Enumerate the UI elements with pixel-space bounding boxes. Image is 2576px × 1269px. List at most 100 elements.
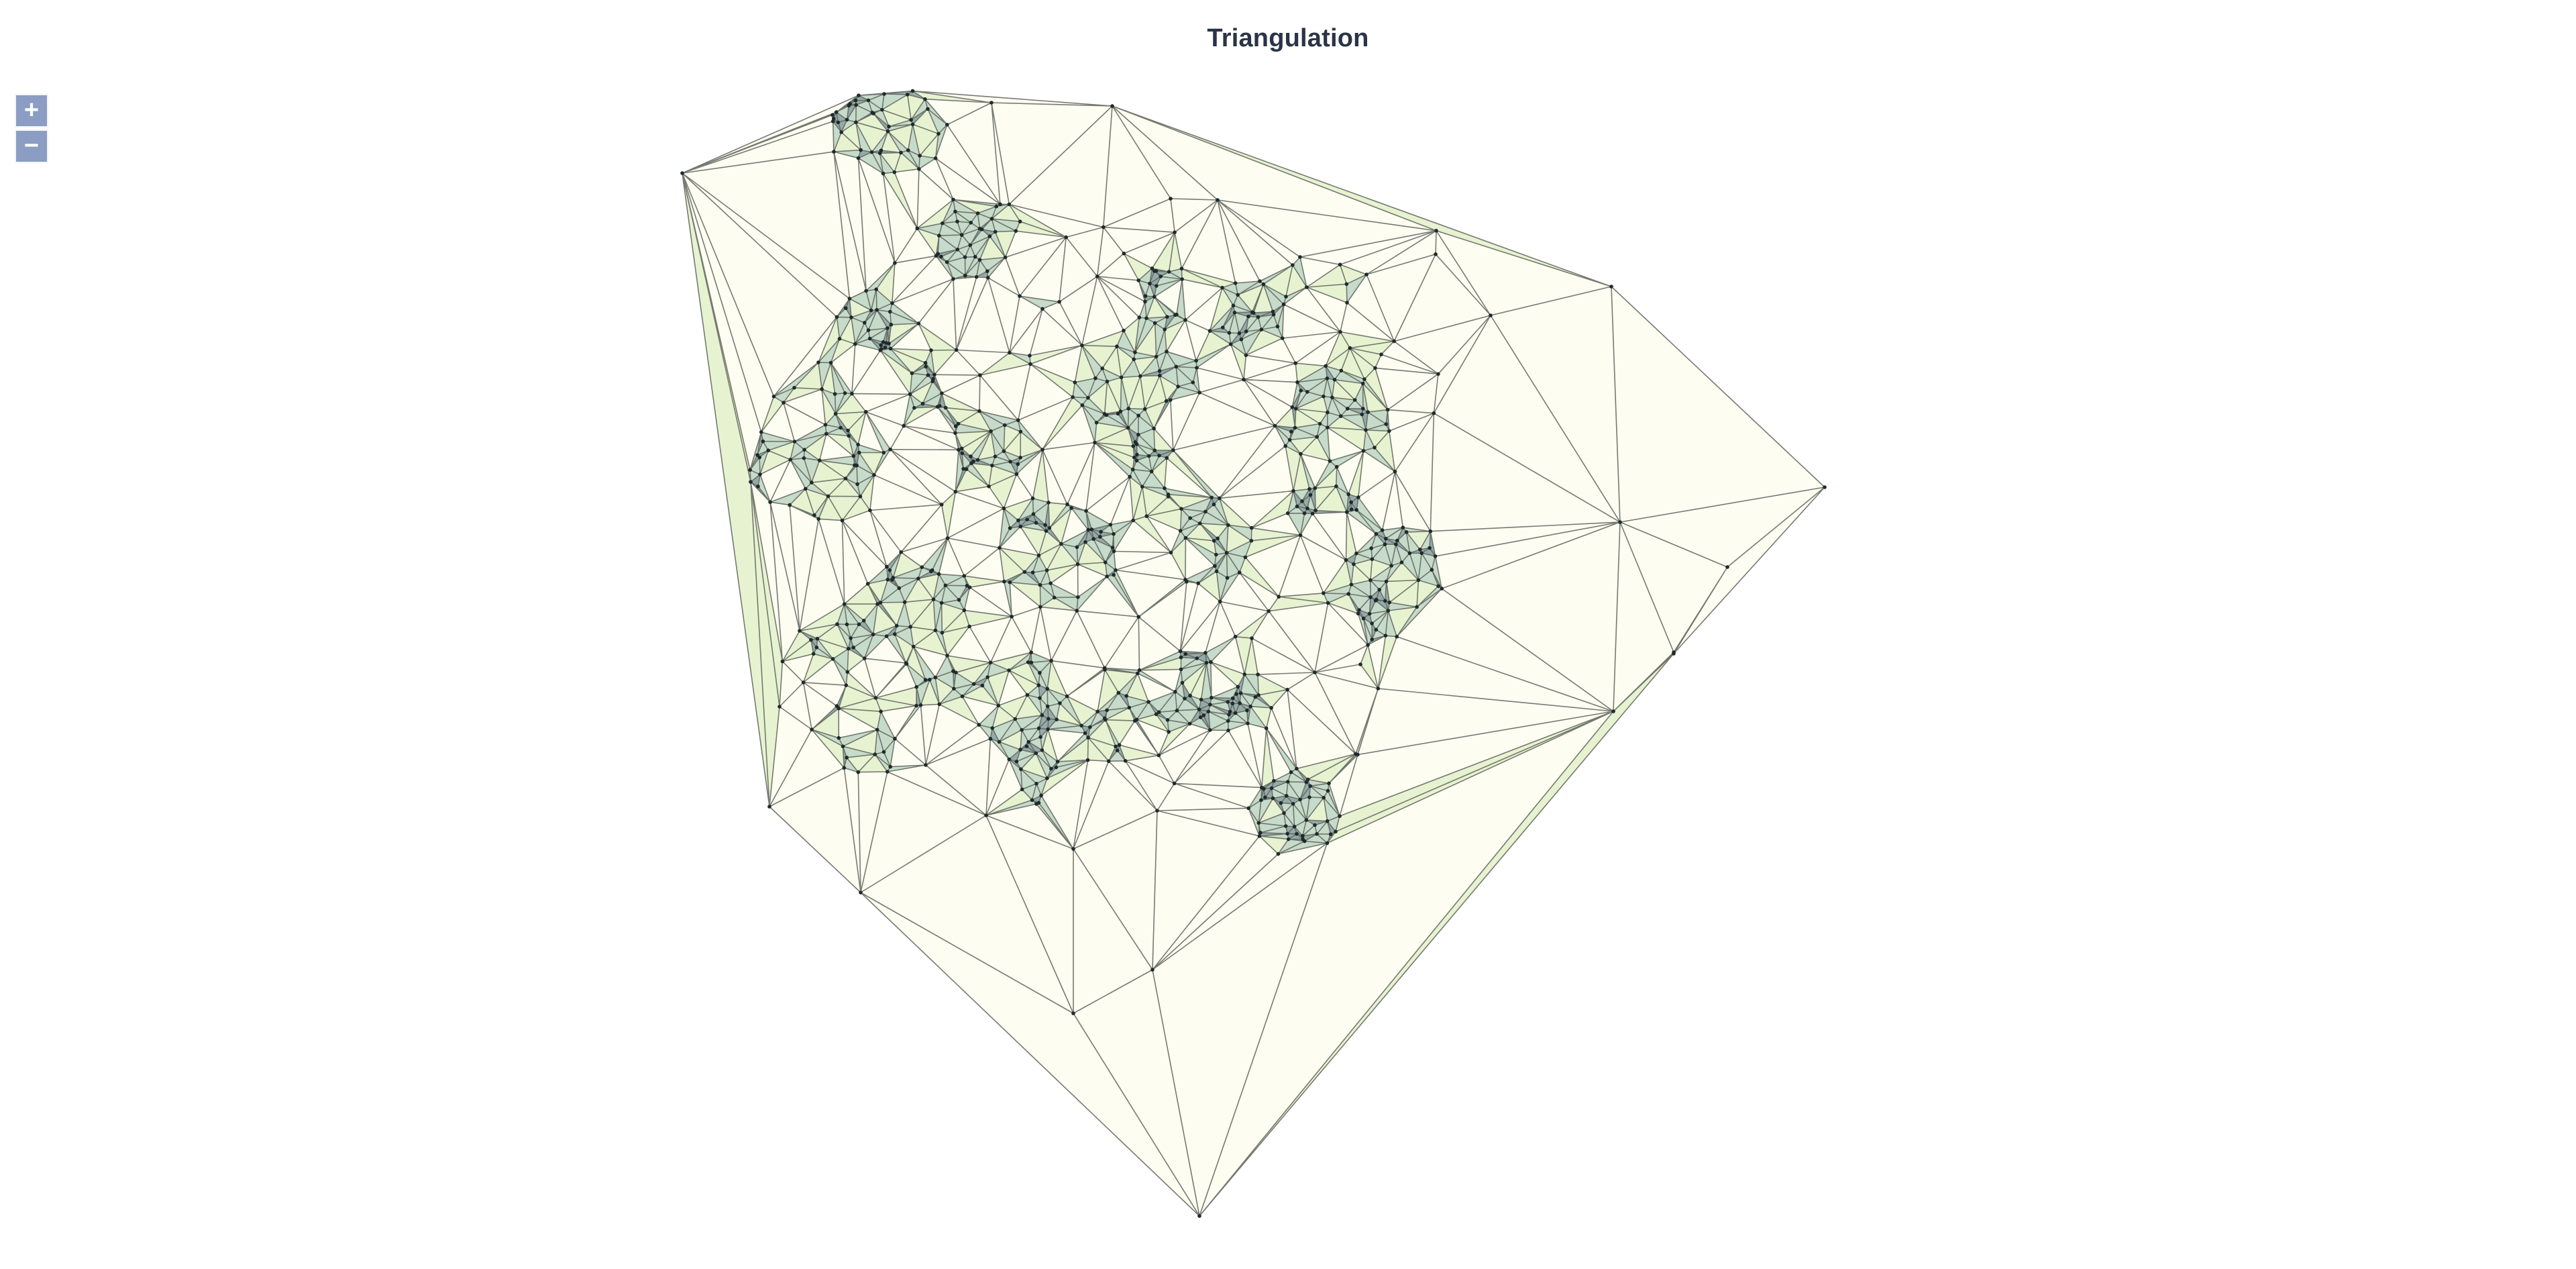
vertex-point: [1029, 660, 1034, 664]
vertex-point: [823, 423, 828, 427]
triangle-face: [971, 431, 991, 460]
vertex-point: [1167, 270, 1171, 274]
vertex-point: [1093, 440, 1097, 445]
vertex-point: [883, 346, 888, 350]
vertex-point: [1489, 313, 1493, 317]
vertex-point: [1322, 795, 1326, 800]
triangle-face: [1038, 544, 1061, 570]
triangle-face: [1346, 494, 1352, 513]
triangle-face: [1363, 429, 1375, 451]
triangle-face: [1201, 662, 1212, 700]
vertex-point: [957, 448, 961, 452]
vertex-point: [1364, 428, 1368, 432]
triangle-face: [1376, 530, 1386, 539]
vertex-point: [1179, 667, 1183, 672]
vertex-point: [1201, 713, 1206, 717]
triangle-face: [1340, 230, 1436, 274]
triangle-face: [1235, 636, 1252, 674]
triangle-face: [1253, 284, 1273, 313]
triangle-face: [1039, 660, 1052, 689]
vertex-point: [954, 348, 959, 352]
vertex-point: [1293, 407, 1298, 411]
triangle-face: [1174, 783, 1262, 809]
triangle-face: [1136, 719, 1169, 756]
triangle-face: [855, 338, 881, 350]
triangle-face: [1248, 723, 1267, 788]
triangle-face: [857, 474, 874, 497]
triangle-face: [913, 630, 947, 656]
triangle-face: [888, 124, 913, 150]
zoom-out-button[interactable]: −: [15, 130, 48, 163]
vertex-point: [1197, 1214, 1201, 1218]
triangle-face: [957, 245, 971, 258]
vertex-point: [798, 629, 802, 633]
vertex-point: [1183, 318, 1187, 322]
triangle-face: [1095, 427, 1134, 446]
vertex-point: [812, 513, 816, 517]
vertex-point: [1152, 295, 1157, 299]
vertex-point: [1262, 786, 1266, 791]
vertex-point: [975, 211, 980, 215]
vertex-point: [969, 221, 973, 225]
triangle-face: [1620, 487, 1825, 567]
triangle-face: [939, 696, 979, 725]
triangle-face: [1271, 781, 1288, 796]
triangle-face: [1170, 393, 1200, 450]
triangle-face: [1088, 738, 1116, 762]
vertex-point: [1112, 531, 1116, 536]
triangle-face: [922, 393, 942, 407]
triangle-face: [1020, 729, 1029, 750]
triangle-face: [790, 489, 814, 515]
vertex-point: [918, 154, 922, 158]
triangle-face: [830, 338, 855, 363]
vertex-point: [1243, 555, 1248, 560]
triangle-face: [869, 504, 942, 552]
zoom-in-button[interactable]: +: [15, 94, 48, 128]
vertex-point: [1045, 687, 1049, 691]
vertex-point: [959, 446, 964, 451]
triangle-face: [1370, 580, 1387, 590]
triangle-face: [1177, 709, 1199, 724]
vertex-point: [782, 401, 786, 405]
vertex-point: [1098, 535, 1102, 539]
triangle-face: [1222, 312, 1235, 333]
triangle-face: [858, 152, 883, 174]
triangle-face: [1283, 287, 1340, 332]
triangle-face: [1205, 636, 1236, 662]
triangle-face: [1293, 454, 1309, 491]
triangle-face: [1219, 446, 1293, 499]
triangle-face: [947, 656, 991, 673]
vertex-point: [881, 340, 885, 344]
triangle-face: [1266, 728, 1291, 781]
triangle-face: [965, 245, 975, 258]
triangle-face: [1350, 348, 1375, 380]
triangle-face: [904, 407, 955, 434]
triangle-face: [1116, 552, 1185, 580]
vertex-point: [1220, 285, 1224, 290]
vertex-point: [1246, 314, 1250, 319]
triangle-face: [1326, 348, 1350, 371]
triangle-face: [800, 519, 845, 631]
triangle-face: [751, 474, 760, 487]
vertex-point: [1055, 717, 1059, 721]
triangle-face: [1146, 497, 1181, 517]
triangle-face: [1222, 283, 1238, 295]
vertex-point: [1399, 560, 1404, 564]
triangle-face: [934, 374, 980, 393]
triangle-face: [1086, 442, 1130, 511]
vertex-point: [1040, 748, 1044, 752]
triangle-face: [1174, 730, 1262, 788]
triangle-face: [970, 236, 990, 257]
vertex-point: [923, 360, 928, 365]
triangle-face: [1220, 601, 1269, 637]
triangle-face: [1180, 509, 1191, 531]
vertex-point: [1269, 786, 1274, 791]
vertex-point: [835, 622, 839, 626]
triangle-face: [1366, 424, 1389, 432]
vertex-point: [1010, 615, 1014, 619]
triangle-face: [1009, 204, 1104, 238]
triangle-face: [998, 670, 1028, 706]
triangle-face: [1228, 723, 1262, 788]
triangle-face: [928, 109, 947, 134]
